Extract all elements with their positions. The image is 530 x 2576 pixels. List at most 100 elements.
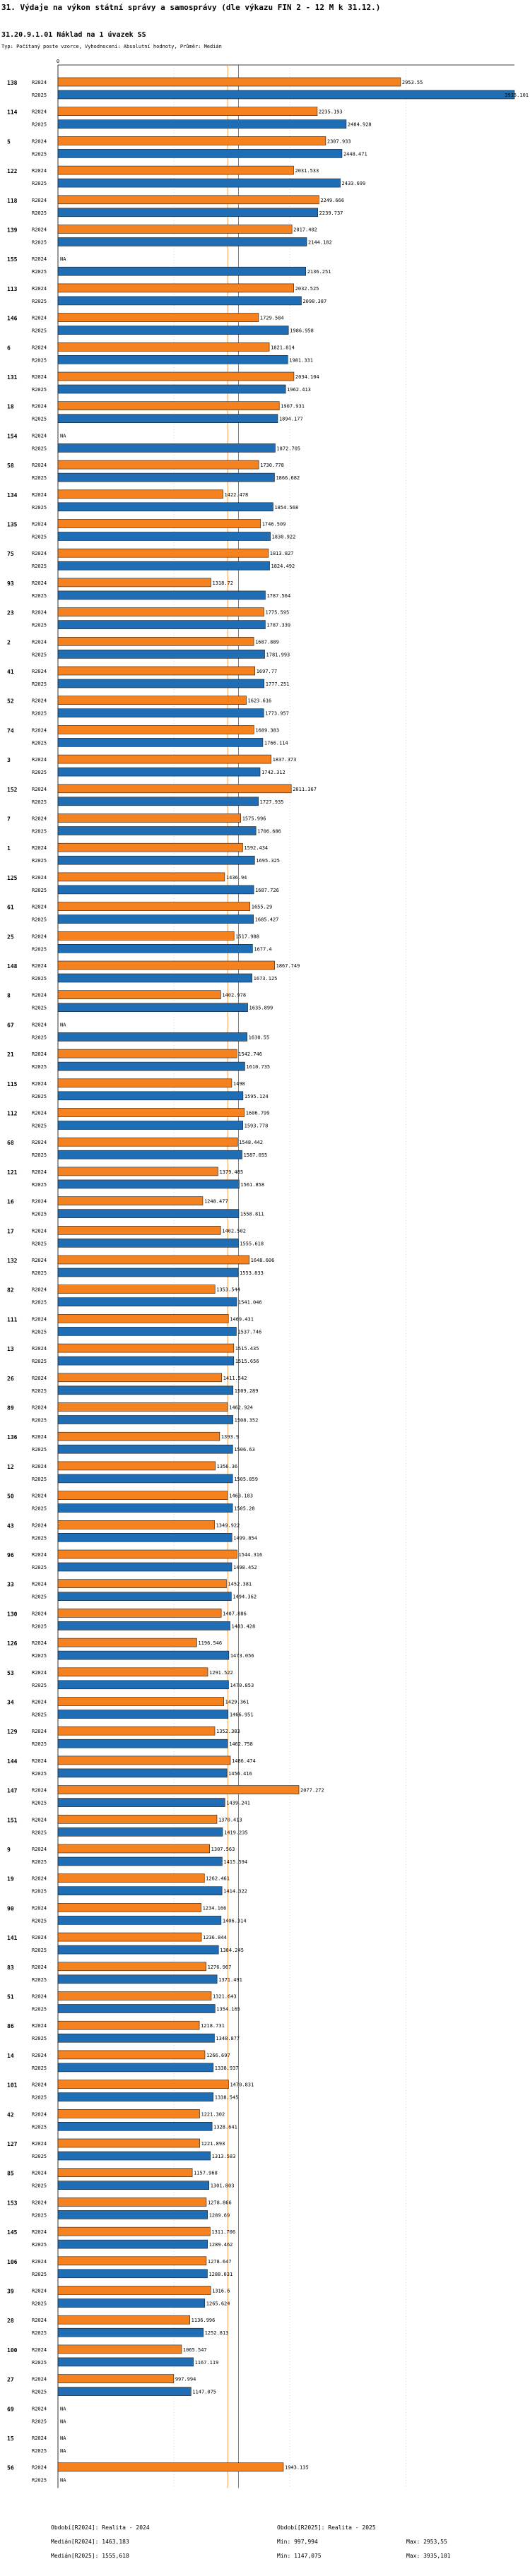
bar-value-label: 1265.624	[206, 2301, 230, 2307]
series-label: R2025	[32, 1506, 47, 1512]
series-label: R2025	[32, 1712, 47, 1718]
series-label: R2024	[32, 698, 47, 704]
group-id-label: 132	[7, 1258, 18, 1264]
series-label: R2025	[32, 917, 47, 923]
bar-r2025	[57, 1179, 240, 1189]
bar-r2025	[57, 1327, 237, 1336]
group-id-label: 100	[7, 2347, 18, 2354]
bar-value-label: 1288.031	[208, 2272, 232, 2277]
footer-right: Max: 2953,55 Max: 3935,101	[406, 2521, 451, 2563]
bar-value-label: 1981.331	[289, 357, 313, 363]
group-id-label: 113	[7, 286, 18, 292]
bar-r2025	[57, 708, 264, 718]
bar-r2024	[57, 77, 401, 87]
series-label: R2024	[32, 1935, 47, 1940]
bar-r2024	[57, 2020, 200, 2030]
series-label: R2024	[32, 1611, 47, 1616]
bar-r2025	[57, 2269, 208, 2279]
bar-r2025	[57, 826, 257, 835]
bar-r2024	[57, 902, 251, 911]
bar-r2025	[57, 532, 271, 541]
group-id-label: 56	[7, 2465, 14, 2471]
series-label: R2024	[32, 1051, 47, 1057]
group-id-label: 90	[7, 1905, 14, 1912]
series-label: R2024	[32, 1405, 47, 1411]
group-id-label: 114	[7, 109, 18, 116]
series-label: R2025	[32, 1418, 47, 1424]
bar-value-label: 1677.4	[254, 946, 271, 952]
group-id-label: 89	[7, 1405, 14, 1412]
bar-value-label: 1456.416	[228, 1771, 252, 1777]
bar-value-label: 1313.583	[212, 2154, 236, 2159]
bar-value-label: 1419.235	[224, 1830, 248, 1835]
series-label: R2024	[32, 1434, 47, 1440]
group-id-label: 74	[7, 727, 14, 734]
bar-value-label: 1311.706	[211, 2229, 235, 2235]
series-label: R2025	[32, 2242, 47, 2248]
bar-r2025	[57, 2327, 204, 2337]
bar-value-label: 1730.778	[260, 463, 284, 468]
series-label: R2024	[32, 610, 47, 616]
series-label: R2025	[32, 1300, 47, 1306]
series-label: R2025	[32, 711, 47, 717]
bar-r2024	[57, 2080, 229, 2089]
bar-value-label: 1986.958	[290, 328, 314, 334]
bar-r2024	[57, 519, 261, 528]
series-label: R2024	[32, 1582, 47, 1587]
bar-r2024	[57, 1844, 210, 1854]
bar-r2025	[57, 2357, 194, 2367]
bar-r2024	[57, 725, 254, 734]
series-label: R2024	[32, 2171, 47, 2176]
series-label: R2024	[32, 1552, 47, 1558]
bar-value-label: 1537.746	[237, 1329, 261, 1335]
bar-value-label: 1697.77	[257, 669, 278, 674]
bar-value-label: 1548.442	[239, 1140, 263, 1145]
bar-value-label: 1555.618	[240, 1241, 264, 1246]
bar-r2024	[57, 313, 259, 322]
series-label: R2025	[32, 740, 47, 746]
group-id-label: 19	[7, 1876, 14, 1883]
bar-r2024	[57, 1638, 197, 1647]
series-label: R2025	[32, 505, 47, 511]
group-id-label: 68	[7, 1140, 14, 1146]
bar-r2024	[57, 136, 326, 145]
series-label: R2024	[32, 934, 47, 939]
bar-r2024	[57, 1255, 249, 1265]
max-2025-text: Max: 3935,101	[406, 2553, 451, 2559]
group-id-label: 50	[7, 1493, 14, 1500]
bar-r2025	[57, 590, 266, 600]
bar-r2024	[57, 2050, 206, 2060]
bar-r2024	[57, 1873, 205, 1883]
bar-value-label: 1498	[233, 1081, 245, 1087]
group-id-label: 75	[7, 551, 14, 557]
bar-value-label: 1706.686	[257, 829, 281, 835]
series-label: R2024	[32, 1493, 47, 1499]
series-label: R2025	[32, 181, 47, 186]
bar-value-label: 1463.183	[229, 1493, 253, 1499]
bar-value-label: 1291.522	[209, 1670, 233, 1676]
group-id-label: 126	[7, 1640, 18, 1647]
bar-value-label: 1328.641	[213, 2124, 237, 2130]
series-label: R2025	[32, 1859, 47, 1865]
na-label: NA	[60, 2448, 66, 2454]
group-id-label: 130	[7, 1611, 18, 1617]
bar-value-label: 1781.993	[266, 652, 290, 657]
series-label: R2025	[32, 93, 47, 98]
series-label: R2024	[32, 316, 47, 321]
bar-value-label: 1727.935	[260, 799, 284, 805]
series-label: R2025	[32, 1771, 47, 1777]
group-id-label: 129	[7, 1729, 18, 1735]
series-label: R2025	[32, 2183, 47, 2189]
na-label: NA	[60, 2406, 66, 2411]
median-2025-text: Medián[R2025]: 1555,618	[51, 2553, 129, 2559]
series-label: R2025	[32, 299, 47, 304]
bar-value-label: 1221.302	[201, 2111, 225, 2117]
bar-value-label: 1515.656	[235, 1359, 259, 1364]
bar-value-label: 1236.844	[203, 1935, 227, 1940]
footer-left: Období[R2024]: Realita - 2024 Medián[R20…	[51, 2521, 150, 2563]
bar-value-label: 1687.889	[255, 639, 279, 645]
group-id-label: 136	[7, 1434, 18, 1441]
bar-value-label: 2953.55	[402, 80, 423, 85]
bar-r2025	[57, 649, 265, 659]
series-label: R2024	[32, 1228, 47, 1234]
